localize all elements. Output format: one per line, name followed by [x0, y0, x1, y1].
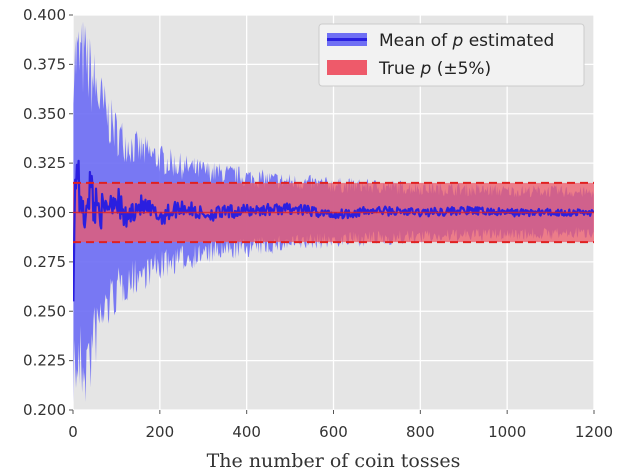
x-tick-label-6: 1200	[575, 423, 613, 441]
series-layer	[73, 21, 594, 404]
legend-label-true-italic: p	[420, 59, 432, 79]
y-tick-label-6: 0.350	[23, 105, 66, 123]
x-tick-label-4: 800	[406, 423, 435, 441]
y-tick-label-2: 0.250	[23, 302, 66, 320]
x-tick-label-0: 0	[68, 423, 78, 441]
legend-swatch-true-p	[327, 60, 367, 75]
y-tick-label-8: 0.400	[23, 6, 66, 24]
x-axis-ticks: 0 200 400 600 800 1000 1200	[68, 410, 613, 441]
y-tick-label-4: 0.300	[23, 204, 66, 222]
y-tick-label-7: 0.375	[23, 55, 66, 73]
legend-label-mean-italic: p	[452, 31, 464, 51]
x-axis-title: The number of coin tosses	[207, 450, 461, 472]
y-tick-label-1: 0.225	[23, 352, 66, 370]
x-tick-label-2: 400	[232, 423, 261, 441]
y-tick-label-3: 0.275	[23, 253, 66, 271]
legend-label-true-suffix: (±5%)	[431, 59, 491, 79]
legend-label-mean: Mean of p estimated	[379, 31, 554, 51]
x-tick-label-1: 200	[146, 423, 175, 441]
y-axis-ticks: 0.200 0.225 0.250 0.275 0.300 0.325 0.350 0.375…	[23, 6, 73, 419]
legend-label-mean-suffix: estimated	[463, 31, 554, 51]
y-tick-label-5: 0.325	[23, 154, 66, 172]
legend: Mean of p estimated True p (±5%)	[318, 23, 585, 87]
y-tick-label-0: 0.200	[23, 401, 66, 419]
x-tick-label-3: 600	[319, 423, 348, 441]
legend-label-true-p: True p (±5%)	[378, 59, 491, 79]
legend-label-mean-prefix: Mean of	[379, 31, 453, 51]
legend-label-true-prefix: True	[378, 59, 421, 79]
legend-box	[318, 23, 585, 87]
x-tick-label-5: 1000	[488, 423, 526, 441]
